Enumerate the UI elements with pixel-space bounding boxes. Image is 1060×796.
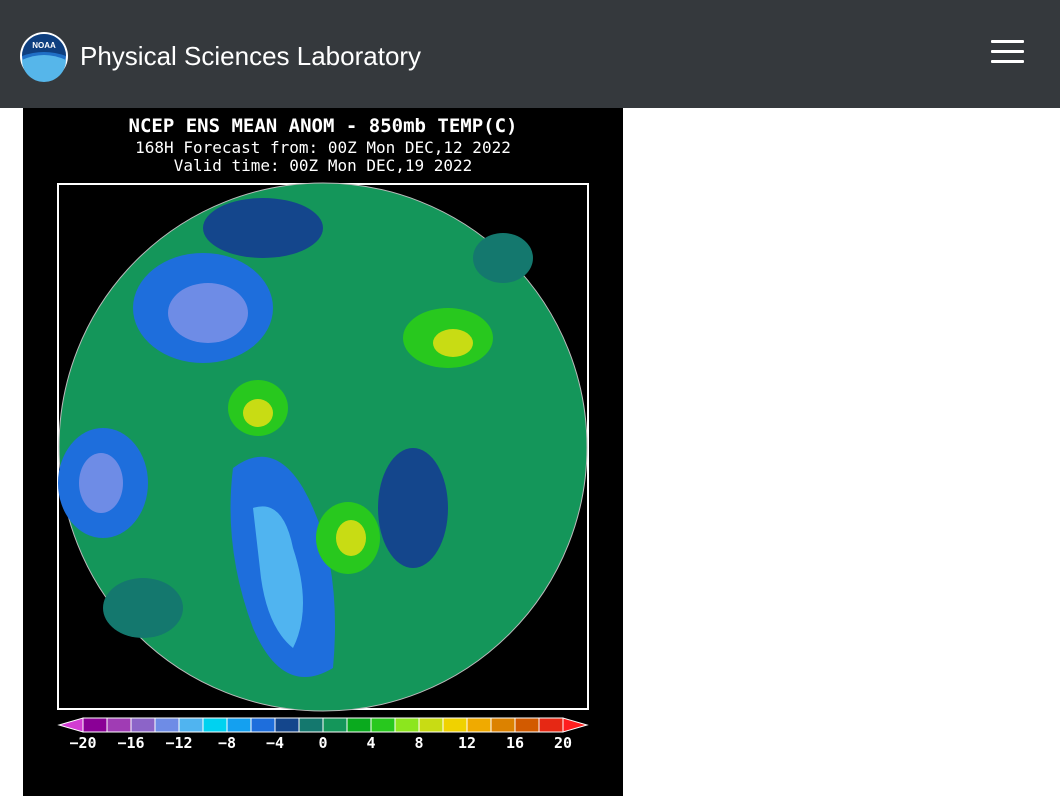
colorbar-label: 16 [506,734,524,752]
colorbar-label: −4 [266,734,284,752]
map-subtitle: 168H Forecast from: 00Z Mon DEC,12 2022 [135,138,511,157]
color-swatch [130,717,156,733]
color-swatch [106,717,132,733]
colorbar-label: 20 [554,734,572,752]
logo-text: NOAA [32,41,56,50]
colorbar-label: −8 [218,734,236,752]
site-title[interactable]: Physical Sciences Laboratory [80,41,422,71]
color-swatch [346,717,372,733]
color-swatch [394,717,420,733]
map-title: NCEP ENS MEAN ANOM - 850mb TEMP(C) [129,115,518,137]
color-swatch [538,717,564,733]
color-swatch [202,717,228,733]
colorbar-label: 0 [318,734,327,752]
map-field [58,182,588,712]
color-swatch [274,717,300,733]
colorbar-label: −20 [69,734,96,752]
forecast-map: NCEP ENS MEAN ANOM - 850mb TEMP(C) 168H … [23,108,623,796]
color-swatch [466,717,492,733]
colorbar-label: −16 [117,734,144,752]
menu-bar[interactable] [991,40,1024,43]
color-swatch [82,717,108,733]
noaa-logo[interactable]: NOAA [14,26,74,86]
colorbar-label: −12 [165,734,192,752]
color-swatch [322,717,348,733]
colorbar-label: 8 [414,734,423,752]
site-header: NOAA Physical Sciences Laboratory [0,0,1060,108]
colorbar-label: 4 [366,734,375,752]
colorbar: −20 −16 −12 −8 −4 0 4 8 12 16 20 [57,717,589,752]
color-swatch [226,717,252,733]
color-swatch [298,717,324,733]
color-swatch [370,717,396,733]
menu-bar[interactable] [991,50,1024,53]
colorbar-label: 12 [458,734,476,752]
color-swatch [178,717,204,733]
color-swatch [490,717,516,733]
color-swatch [154,717,180,733]
color-swatch [514,717,540,733]
color-swatch [250,717,276,733]
color-swatch [418,717,444,733]
map-subtitle: Valid time: 00Z Mon DEC,19 2022 [174,156,473,175]
color-swatch [442,717,468,733]
menu-bar[interactable] [991,60,1024,63]
